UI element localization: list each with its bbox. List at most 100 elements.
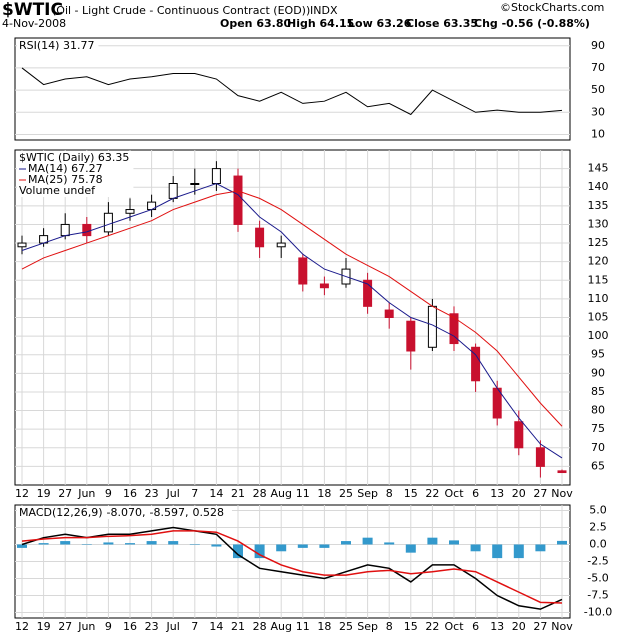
candle-body bbox=[363, 279, 373, 307]
histogram-bar bbox=[146, 541, 157, 545]
candle-body bbox=[211, 168, 221, 185]
y-tick-label: 85 bbox=[591, 385, 605, 398]
x-tick-label: Nov bbox=[551, 487, 573, 500]
y-tick-label: 125 bbox=[588, 236, 609, 249]
candle-body bbox=[319, 283, 329, 289]
histogram-bar bbox=[470, 544, 481, 552]
histogram-bar bbox=[17, 544, 27, 548]
candle-body bbox=[535, 447, 545, 467]
histogram-bar bbox=[513, 544, 524, 559]
x-tick-label: Oct bbox=[444, 620, 464, 633]
x-tick-label: 13 bbox=[490, 620, 504, 633]
histogram-bar bbox=[405, 544, 416, 553]
line-series bbox=[21, 526, 563, 610]
x-tick-label: 12 bbox=[15, 620, 29, 633]
x-tick-label: Sep bbox=[357, 620, 378, 633]
histogram-bar bbox=[81, 544, 92, 545]
line-series bbox=[21, 190, 563, 427]
y-tick-label: 30 bbox=[591, 105, 605, 118]
x-tick-label: 6 bbox=[472, 620, 479, 633]
x-tick-label: Jul bbox=[166, 620, 180, 633]
histogram-bar bbox=[276, 544, 287, 552]
x-tick-label: Jul bbox=[166, 487, 180, 500]
histogram-bar bbox=[535, 544, 546, 552]
histogram-bar bbox=[362, 537, 373, 545]
x-tick-label: 23 bbox=[145, 487, 159, 500]
y-tick-label: 110 bbox=[588, 292, 609, 305]
histogram-bar bbox=[103, 542, 114, 545]
x-tick-label: 13 bbox=[490, 487, 504, 500]
histogram-bar bbox=[557, 540, 567, 545]
y-tick-label: 115 bbox=[588, 273, 609, 286]
y-tick-label: 130 bbox=[588, 217, 609, 230]
histogram-bar bbox=[297, 544, 308, 548]
x-tick-label: 25 bbox=[339, 487, 353, 500]
candle-body bbox=[103, 212, 113, 233]
x-tick-label: Jun bbox=[77, 487, 95, 500]
legend-label: 0.528 bbox=[192, 506, 224, 519]
instrument-name: (Oil - Light Crude - Continuous Contract… bbox=[52, 4, 310, 17]
histogram-bar bbox=[427, 537, 438, 545]
x-tick-label: 9 bbox=[105, 487, 112, 500]
y-tick-label: 135 bbox=[588, 199, 609, 212]
quote-change: Chg -0.56 (-0.88%) bbox=[474, 17, 590, 30]
x-tick-label: 25 bbox=[339, 620, 353, 633]
panel-frame bbox=[14, 37, 571, 141]
x-tick-label: 6 bbox=[472, 487, 479, 500]
x-tick-label: 27 bbox=[58, 620, 72, 633]
x-tick-label: 23 bbox=[145, 620, 159, 633]
histogram-bar bbox=[449, 540, 459, 545]
y-tick-label: 65 bbox=[591, 459, 605, 472]
x-tick-label: 18 bbox=[317, 620, 331, 633]
line-series bbox=[21, 67, 563, 116]
candle-body bbox=[17, 242, 27, 248]
histogram-bar bbox=[492, 544, 503, 559]
x-tick-label: 27 bbox=[58, 487, 72, 500]
line-series bbox=[21, 530, 563, 604]
y-tick-label: 105 bbox=[588, 311, 609, 324]
x-tick-label: 19 bbox=[37, 620, 51, 633]
legend-label: -8.597, bbox=[150, 506, 189, 519]
x-tick-label: 11 bbox=[296, 487, 310, 500]
x-tick-label: Aug bbox=[270, 620, 291, 633]
histogram-bar bbox=[125, 543, 135, 545]
x-tick-label: 16 bbox=[123, 620, 137, 633]
x-tick-label: Jun bbox=[77, 620, 95, 633]
x-tick-label: 9 bbox=[105, 620, 112, 633]
x-tick-label: 22 bbox=[425, 487, 439, 500]
candle-body bbox=[276, 242, 286, 248]
x-tick-label: Sep bbox=[357, 487, 378, 500]
candle-body bbox=[233, 175, 243, 225]
candle-body bbox=[125, 209, 135, 214]
legend-label: $WTIC (Daily) 63.35 bbox=[19, 151, 129, 164]
y-tick-label: 80 bbox=[591, 404, 605, 417]
x-tick-label: 28 bbox=[253, 620, 267, 633]
legend-label: Volume undef bbox=[19, 184, 96, 197]
histogram-bar bbox=[233, 544, 243, 559]
y-tick-label: 50 bbox=[591, 83, 605, 96]
candle-body bbox=[298, 257, 308, 285]
legend-label: MACD(12,26,9) bbox=[19, 506, 103, 519]
candle-body bbox=[514, 421, 524, 449]
x-tick-label: 28 bbox=[253, 487, 267, 500]
quote-low: Low 63.26 bbox=[348, 17, 412, 30]
histogram-bar bbox=[319, 544, 330, 548]
candle-body bbox=[190, 183, 200, 185]
copyright: ©StockCharts.com bbox=[500, 1, 604, 14]
x-tick-label: 21 bbox=[231, 620, 245, 633]
date: 4-Nov-2008 bbox=[2, 17, 66, 30]
y-tick-label: 90 bbox=[591, 39, 605, 52]
y-tick-label: -2.5 bbox=[587, 555, 608, 568]
y-tick-label: 75 bbox=[591, 422, 605, 435]
candle-body bbox=[168, 183, 178, 199]
x-tick-label: 8 bbox=[386, 487, 393, 500]
x-tick-label: 18 bbox=[317, 487, 331, 500]
exchange: INDX bbox=[310, 4, 338, 17]
candle-body bbox=[255, 227, 265, 248]
y-tick-label: 90 bbox=[591, 366, 605, 379]
y-tick-label: 70 bbox=[591, 441, 605, 454]
candle-body bbox=[60, 223, 70, 237]
candle-body bbox=[406, 320, 416, 352]
x-tick-label: 27 bbox=[533, 620, 547, 633]
